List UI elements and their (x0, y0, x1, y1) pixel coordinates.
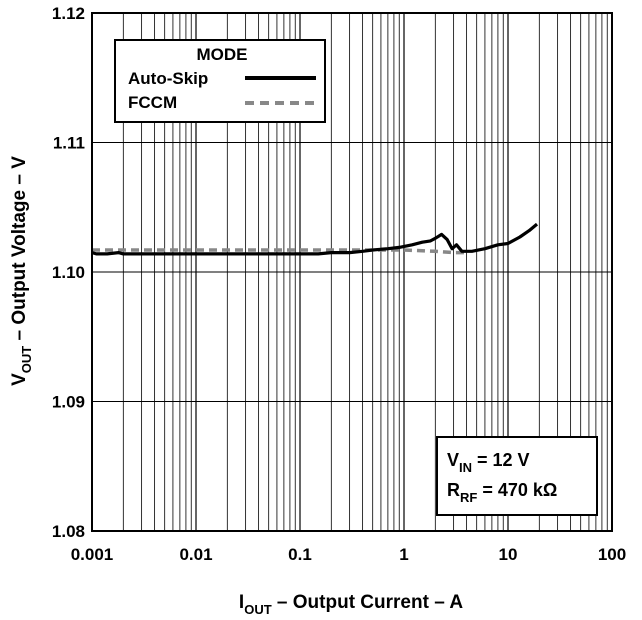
y-tick-label: 1.09 (52, 393, 85, 412)
legend: MODE Auto-Skip FCCM (114, 39, 326, 123)
y-tick-label: 1.12 (52, 4, 85, 23)
y-tick-label: 1.08 (52, 522, 85, 541)
y-axis-title: VOUT – Output Voltage – V (9, 156, 34, 386)
y-tick-label: 1.10 (52, 263, 85, 282)
series-layer (91, 222, 539, 256)
series-line-auto-skip (91, 222, 539, 256)
y-tick-label: 1.11 (53, 134, 85, 153)
annotation-box (436, 436, 598, 516)
legend-label-auto-skip: Auto-Skip (128, 69, 208, 88)
x-tick-labels: 0.001 0.01 0.1 1 10 100 (71, 545, 626, 564)
x-tick-label: 100 (598, 545, 626, 564)
legend-label-fccm: FCCM (128, 93, 177, 112)
x-tick-label: 0.001 (71, 545, 114, 564)
series-line-fccm (92, 248, 467, 255)
y-tick-labels: 1.08 1.09 1.10 1.11 1.12 (52, 4, 85, 541)
condition-annotation: VIN = 12 V RRF = 470 kΩ (436, 436, 598, 516)
x-axis-title: IOUT – Output Current – A (239, 592, 463, 617)
x-tick-label: 0.01 (179, 545, 212, 564)
annotation-vin: VIN = 12 V (447, 450, 530, 475)
x-tick-label: 0.1 (288, 545, 312, 564)
annotation-rrf: RRF = 470 kΩ (447, 480, 557, 505)
x-tick-label: 1 (399, 545, 408, 564)
legend-title: MODE (197, 45, 248, 64)
plot-frame (91, 12, 613, 532)
x-tick-label: 10 (499, 545, 518, 564)
legend-box (114, 39, 326, 123)
